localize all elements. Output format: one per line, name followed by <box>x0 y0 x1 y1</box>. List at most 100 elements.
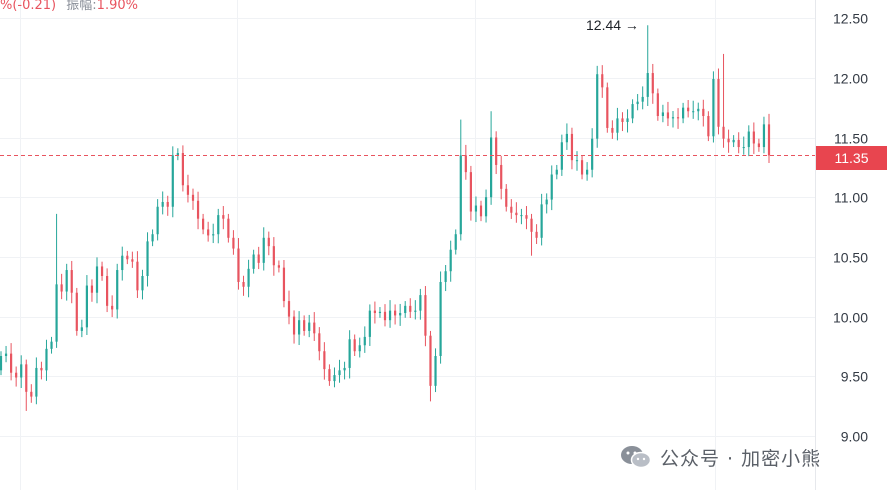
grid-layer <box>0 0 815 490</box>
candle-body <box>227 218 230 238</box>
candle <box>100 261 104 281</box>
candle <box>30 384 33 403</box>
candle-body <box>424 295 427 336</box>
candle <box>732 135 735 148</box>
candle <box>333 367 336 388</box>
candle-body <box>666 112 670 119</box>
candle <box>722 53 725 148</box>
candle <box>525 206 528 230</box>
candle <box>191 188 195 210</box>
candle-body <box>409 305 412 312</box>
amplitude-label: 振幅: <box>66 0 97 13</box>
candle <box>146 232 149 287</box>
candle-body <box>555 169 558 175</box>
candle <box>262 227 265 271</box>
candle-body <box>479 205 483 217</box>
candle <box>434 348 437 393</box>
candle-body <box>490 137 493 198</box>
candle <box>484 189 488 223</box>
candle-body <box>646 73 649 97</box>
candle-body <box>0 356 3 371</box>
candle <box>323 342 326 380</box>
candle-body <box>313 322 316 334</box>
candle-body <box>586 169 589 175</box>
candle-body <box>222 215 225 219</box>
candle-body <box>454 234 457 250</box>
current-price-tag: 11.35 <box>816 146 887 170</box>
candle <box>399 303 402 326</box>
candle-body <box>343 367 346 371</box>
candle <box>611 120 614 139</box>
candle-body <box>641 96 644 102</box>
candle <box>651 63 654 104</box>
candle <box>530 213 533 256</box>
candle <box>181 145 184 192</box>
candle-body <box>318 333 321 352</box>
candle-body <box>176 153 179 156</box>
candle-body <box>535 231 538 238</box>
candle-body <box>737 139 740 148</box>
candle-body <box>520 215 523 217</box>
candle-body <box>55 284 58 342</box>
candle-body <box>186 185 190 195</box>
candle <box>550 165 553 211</box>
candle-body <box>10 353 13 373</box>
candle-body <box>439 281 442 357</box>
candle-body <box>682 107 685 119</box>
candle-body <box>151 234 154 242</box>
candle-body <box>292 316 296 335</box>
y-tick-label: 10.00 <box>833 310 868 326</box>
candle-body <box>40 367 43 371</box>
candle-body <box>323 351 326 370</box>
candle-body <box>575 160 579 162</box>
candle <box>176 148 179 161</box>
candle <box>641 86 644 110</box>
candle-body <box>60 284 63 292</box>
candle-body <box>373 310 376 314</box>
candle-body <box>338 370 341 376</box>
candle <box>717 68 720 135</box>
candle <box>363 326 366 353</box>
candle-body <box>287 301 291 317</box>
candle-body <box>484 197 488 217</box>
candle-body <box>636 101 639 105</box>
candle-body <box>611 127 614 133</box>
candle-body <box>116 270 119 310</box>
candle-body <box>126 255 129 260</box>
candle <box>707 111 710 142</box>
candle <box>601 65 604 98</box>
candle <box>692 100 695 119</box>
candle <box>207 221 210 242</box>
candle-body <box>429 335 432 386</box>
candle <box>313 312 316 341</box>
candle-body <box>277 265 280 268</box>
candle <box>464 144 467 180</box>
candle <box>727 129 730 153</box>
candle <box>55 213 58 348</box>
candle <box>570 127 574 170</box>
candle <box>252 249 255 274</box>
candle-body <box>414 310 417 312</box>
candle <box>111 295 114 318</box>
candle <box>237 238 240 290</box>
candle-body <box>404 305 407 314</box>
candle <box>474 196 478 223</box>
candle <box>0 351 3 376</box>
candle <box>409 298 412 319</box>
candle-body <box>106 276 109 306</box>
candle <box>606 82 609 133</box>
peak-price-label: 12.44 → <box>586 17 639 33</box>
candle <box>75 287 78 336</box>
y-tick-label: 11.50 <box>834 131 868 147</box>
candle-body <box>30 391 33 397</box>
candle-body <box>25 364 28 392</box>
candle <box>348 330 351 379</box>
candle-body <box>212 234 215 236</box>
candle <box>287 290 291 325</box>
candle <box>45 339 48 381</box>
candle <box>414 300 417 320</box>
candle <box>439 271 442 364</box>
plot-area <box>0 0 815 490</box>
wechat-icon <box>621 446 652 469</box>
candle <box>95 257 99 304</box>
